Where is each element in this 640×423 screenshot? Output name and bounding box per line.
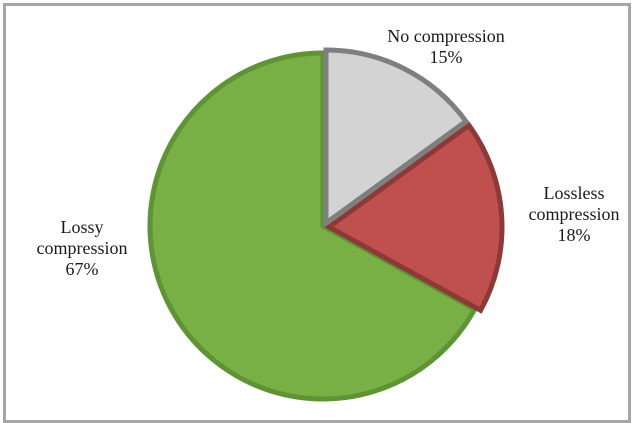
pie-slice-lossy-compression <box>147 50 479 402</box>
pie-label-lossy-compression: Lossy compression 67% <box>37 217 128 279</box>
pie-label-text: compression <box>529 204 620 224</box>
pie-slices <box>147 47 505 402</box>
pie-slice-lossless-compression <box>324 121 505 314</box>
pie-label-no-compression: No compression 15% <box>387 26 504 67</box>
pie-label-value: 15% <box>430 47 463 67</box>
pie-label-lossless-compression: Lossless compression 18% <box>529 183 620 245</box>
pie-label-text: compression <box>37 238 128 258</box>
pie-label-text: Lossless <box>543 183 604 203</box>
pie-slice-no-compression <box>323 47 470 228</box>
pie-label-value: 18% <box>558 225 591 245</box>
pie-labels: No compression 15%Lossless compression 18%L… <box>37 26 620 279</box>
pie-label-text: Lossy <box>60 217 103 237</box>
pie-label-text: No compression <box>387 26 504 46</box>
pie-label-value: 67% <box>66 259 99 279</box>
